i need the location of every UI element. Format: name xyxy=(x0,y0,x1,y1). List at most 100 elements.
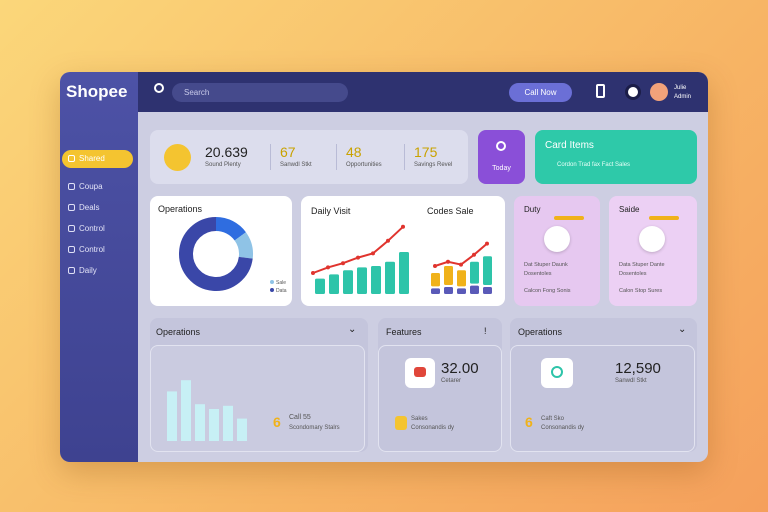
bar-segment xyxy=(483,287,492,294)
stat-label: Sanwdl Stkt xyxy=(280,162,312,168)
avatar[interactable] xyxy=(650,83,668,101)
bar xyxy=(357,267,367,294)
divider xyxy=(270,144,271,170)
bar-segment xyxy=(444,287,453,294)
phone-icon[interactable] xyxy=(596,84,605,98)
bar xyxy=(223,405,233,441)
badge: 6 xyxy=(273,414,281,430)
bar-segment xyxy=(444,266,453,285)
stats-icon xyxy=(164,144,191,171)
menu-item[interactable]: Coupa xyxy=(62,178,133,196)
user-role: Admin xyxy=(674,94,692,100)
avatar-icon xyxy=(639,226,665,252)
chevron[interactable]: ⌄ xyxy=(348,324,357,335)
menu-item[interactable]: Shared xyxy=(62,150,133,168)
trend-point xyxy=(371,251,375,256)
value: 12,590 xyxy=(615,360,661,377)
user-name: Julie xyxy=(674,85,687,91)
menu-icon xyxy=(68,225,75,232)
caption: Call 55 xyxy=(289,414,311,421)
stat-label: Sound Plenty xyxy=(205,162,241,168)
bar-segment xyxy=(431,288,440,294)
bar xyxy=(181,380,191,441)
panel: 6 Call 55 Scondomary Stalrs xyxy=(150,345,365,452)
donut-segment xyxy=(215,217,246,241)
features-card: Features ! 32.00 Cetarer Sakes Consonand… xyxy=(378,318,502,452)
row-text: Dat Stuper Daunk xyxy=(524,262,568,268)
card-title: Saide xyxy=(619,205,640,214)
bar-segment xyxy=(431,273,440,287)
menu-label: Coupa xyxy=(79,182,103,191)
bar-segment xyxy=(483,256,492,285)
call-button[interactable]: Call Now xyxy=(509,83,572,102)
icon-shape xyxy=(414,367,426,377)
trend-point xyxy=(311,271,315,275)
card-title: Operations xyxy=(158,204,203,214)
banner-title: Card Items xyxy=(545,140,594,151)
bar xyxy=(209,409,219,441)
legend-dot xyxy=(270,288,274,292)
search-box[interactable]: Search xyxy=(172,83,348,102)
trend-point xyxy=(472,252,476,257)
tag xyxy=(649,216,679,220)
menu-label: Control xyxy=(79,245,105,254)
bar-segment xyxy=(457,270,466,287)
card-title: Codes Sale xyxy=(427,206,474,216)
menu-item[interactable]: Control xyxy=(62,241,133,259)
chevron[interactable]: ⌄ xyxy=(678,324,687,335)
app-icon xyxy=(541,358,573,388)
legend-label: Data xyxy=(276,288,287,294)
bar xyxy=(195,404,205,441)
bar-segment xyxy=(470,261,479,284)
bar xyxy=(399,252,409,294)
caption: Sakes xyxy=(411,416,428,422)
search-icon xyxy=(154,83,164,93)
bar xyxy=(343,270,353,294)
bar-segment xyxy=(457,288,466,294)
promo-label: Today xyxy=(492,165,511,172)
sub: Cetarer xyxy=(441,378,462,384)
trend-point xyxy=(341,261,345,266)
bar-segment xyxy=(470,285,479,294)
sub: Sanwdl Stkt xyxy=(615,378,647,384)
promo-card[interactable]: Today xyxy=(478,130,525,184)
value: 32.00 xyxy=(441,360,479,377)
menu-label: Daily xyxy=(79,266,97,275)
bar xyxy=(329,274,339,294)
bar xyxy=(237,418,247,441)
duty-card: Duty Dat Stuper Daunk Dosentoles Calcon Fon… xyxy=(514,196,600,306)
stat-value: 48 xyxy=(346,144,362,160)
icon-shape xyxy=(551,366,563,378)
menu-label: Control xyxy=(79,224,105,233)
card-title: Operations xyxy=(156,327,201,337)
divider xyxy=(404,144,405,170)
avatar-icon xyxy=(544,226,570,252)
ops-card: Operations ⌄ 6 Call 55 Scondomary Stalrs xyxy=(150,318,368,452)
menu-item[interactable]: Deals xyxy=(62,199,133,217)
banner-text: Cordon Trad fax Fact Sales xyxy=(557,162,631,168)
donut-card: Operations Sale Data xyxy=(150,196,292,306)
user: Julie Admin xyxy=(674,84,691,102)
stat-label: Savings Revel xyxy=(414,162,453,168)
menu-item[interactable]: Control xyxy=(62,220,133,238)
trend-point xyxy=(356,255,360,260)
clock-icon[interactable] xyxy=(625,84,641,100)
bar xyxy=(385,261,395,294)
logo: Shopee xyxy=(66,82,128,101)
menu-icon xyxy=(68,204,75,211)
trend-point xyxy=(326,265,330,270)
bar xyxy=(315,278,325,294)
card-title: Duty xyxy=(524,205,541,214)
tag xyxy=(554,216,584,220)
menu-item[interactable]: Daily xyxy=(62,262,133,280)
card-title: Daily Visit xyxy=(311,206,351,216)
card-title: Features xyxy=(386,327,422,337)
info[interactable]: ! xyxy=(484,326,487,336)
foot-text: Calon Stop Sures xyxy=(619,288,663,294)
foot-text: Calcon Fong Sonis xyxy=(524,288,571,294)
divider xyxy=(336,144,337,170)
trend-point xyxy=(386,238,390,243)
stat-label: Opportunities xyxy=(346,162,382,168)
bar xyxy=(167,391,177,441)
donut-chart: Sale Data xyxy=(179,217,287,294)
